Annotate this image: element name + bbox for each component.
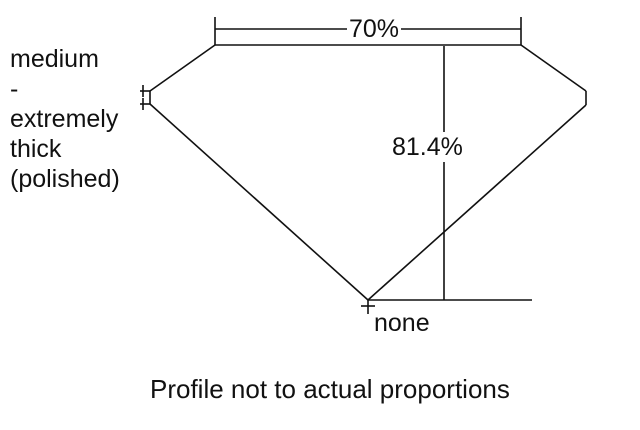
girdle-label-line: (polished) [10, 165, 120, 193]
crown-left [149, 44, 216, 92]
depth-percent-label: 81.4% [390, 132, 465, 162]
girdle-label-line: extremely [10, 105, 119, 133]
culet-label: none [374, 309, 430, 337]
girdle-label-line: thick [10, 135, 62, 163]
pavilion-left [149, 103, 369, 301]
pavilion-right [367, 104, 587, 301]
girdle-label-line: medium [10, 45, 99, 73]
caption: Profile not to actual proportions [150, 374, 510, 404]
girdle-thickness-label: medium - extremely thick (polished) [10, 44, 120, 194]
girdle-label-line: - [10, 75, 19, 103]
table-percent-label: 70% [347, 14, 402, 44]
crown-right [520, 44, 587, 92]
